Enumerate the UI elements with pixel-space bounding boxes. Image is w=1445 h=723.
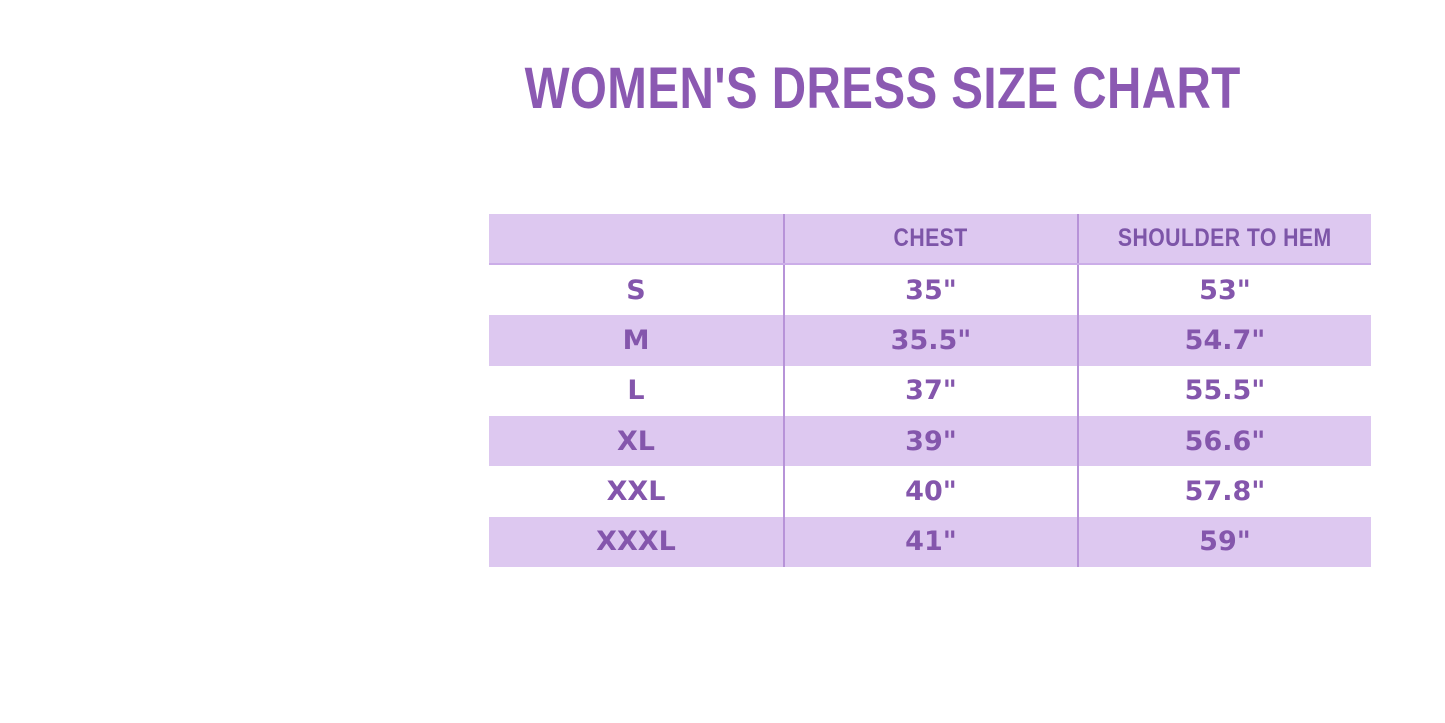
- chest-cell-value: 35": [905, 274, 957, 306]
- chest-cell-value: 37": [905, 375, 957, 407]
- size-cell: L: [489, 366, 783, 416]
- chest-cell: 37": [783, 365, 1077, 416]
- shoulder-to-hem-cell-value: 55.5": [1184, 375, 1266, 407]
- size-cell: XL: [489, 416, 783, 466]
- size-cell-label: XXXL: [596, 526, 676, 558]
- size-cell: M: [489, 315, 783, 365]
- chest-cell: 40": [783, 466, 1077, 517]
- size-cell-label: L: [627, 375, 645, 407]
- shoulder-to-hem-cell-value: 53": [1199, 274, 1251, 306]
- header-cell-shoulder-to-hem: SHOULDER TO HEM: [1077, 214, 1371, 263]
- chest-cell-value: 41": [905, 526, 957, 558]
- shoulder-to-hem-cell-value: 56.6": [1184, 425, 1266, 457]
- chest-cell: 39": [783, 415, 1077, 467]
- header-cell-chest: CHEST: [783, 214, 1077, 263]
- table-row: L 37" 55.5": [489, 365, 1371, 416]
- chest-cell-value: 39": [905, 425, 957, 457]
- shoulder-to-hem-cell-value: 57.8": [1184, 475, 1266, 507]
- page-title-text: WOMEN'S DRESS SIZE CHART: [524, 56, 1242, 121]
- size-cell: S: [489, 265, 783, 315]
- table-row: M 35.5" 54.7": [489, 315, 1371, 366]
- size-chart-table: CHEST SHOULDER TO HEM S 35" 53" M 35.5" …: [489, 214, 1371, 567]
- table-row: XXXL 41" 59": [489, 516, 1371, 567]
- shoulder-to-hem-cell: 56.6": [1077, 415, 1371, 467]
- table-row: XXL 40" 57.8": [489, 466, 1371, 517]
- header-cell-chest-label: CHEST: [893, 224, 969, 252]
- chest-cell: 41": [783, 516, 1077, 567]
- size-cell: XXXL: [489, 517, 783, 567]
- header-cell-shoulder-to-hem-label: SHOULDER TO HEM: [1118, 224, 1332, 252]
- shoulder-to-hem-cell-value: 59": [1199, 526, 1251, 558]
- page-title: WOMEN'S DRESS SIZE CHART: [0, 56, 1445, 122]
- shoulder-to-hem-cell: 57.8": [1077, 466, 1371, 517]
- chest-cell: 35.5": [783, 315, 1077, 366]
- table-row: S 35" 53": [489, 265, 1371, 316]
- chest-cell-value: 40": [905, 475, 957, 507]
- chest-cell-value: 35.5": [890, 324, 972, 356]
- size-cell-label: XXL: [606, 475, 666, 507]
- shoulder-to-hem-cell-value: 54.7": [1184, 324, 1266, 356]
- size-cell-label: M: [622, 324, 650, 356]
- shoulder-to-hem-cell: 59": [1077, 516, 1371, 567]
- shoulder-to-hem-cell: 54.7": [1077, 315, 1371, 366]
- header-cell-size: [489, 214, 783, 263]
- shoulder-to-hem-cell: 53": [1077, 265, 1371, 316]
- table-row: XL 39" 56.6": [489, 415, 1371, 467]
- shoulder-to-hem-cell: 55.5": [1077, 365, 1371, 416]
- size-cell: XXL: [489, 466, 783, 516]
- size-cell-label: S: [626, 274, 646, 306]
- table-header-row: CHEST SHOULDER TO HEM: [489, 214, 1371, 265]
- size-cell-label: XL: [616, 425, 656, 457]
- chest-cell: 35": [783, 265, 1077, 316]
